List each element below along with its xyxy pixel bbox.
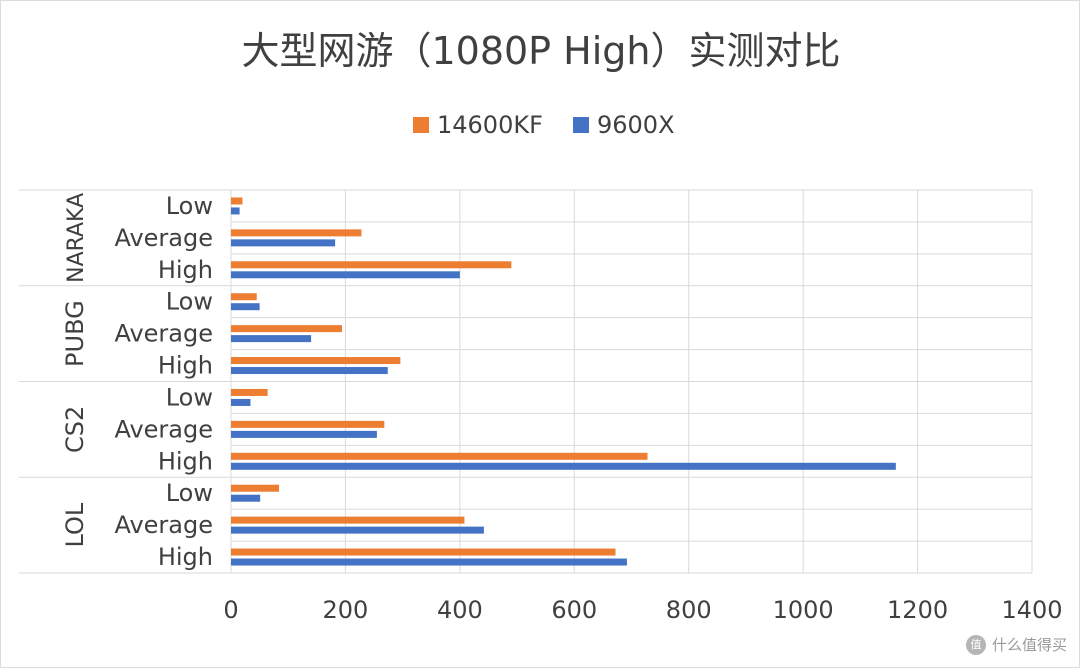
bar-14600KF-NARAKA-Low (231, 197, 243, 205)
x-tick-label: 400 (437, 596, 483, 624)
watermark-text: 什么值得买 (991, 636, 1067, 654)
legend-label-14600KF: 14600KF (437, 111, 543, 139)
bar-14600KF-PUBG-Low (231, 293, 257, 301)
watermark-logo: 值 (965, 634, 986, 655)
bar-14600KF-LOL-High (231, 548, 616, 556)
x-tick-label: 800 (666, 596, 712, 624)
x-tick-label: 0 (223, 596, 238, 624)
bar-14600KF-PUBG-Average (231, 325, 342, 333)
category-label: Low (166, 192, 213, 220)
bar-14600KF-PUBG-High (231, 357, 401, 365)
bar-9600X-NARAKA-High (231, 271, 460, 279)
category-label: High (158, 447, 213, 475)
group-label-LOL: LOL (61, 502, 89, 547)
category-label: Low (166, 288, 213, 316)
legend-marker-9600X (573, 117, 589, 133)
group-label-NARAKA: NARAKA (64, 193, 89, 283)
grid-layer (19, 189, 1033, 574)
x-tick-label: 1200 (887, 596, 948, 624)
category-label: High (158, 543, 213, 571)
bar-layer (231, 197, 896, 566)
bar-9600X-LOL-Average (231, 526, 484, 534)
bar-9600X-LOL-Low (231, 494, 261, 502)
bar-9600X-PUBG-Low (231, 303, 260, 311)
bar-14600KF-LOL-Average (231, 516, 465, 524)
legend-layer: 14600KF 9600X (413, 111, 675, 139)
category-label: High (158, 256, 213, 284)
bar-14600KF-CS2-Average (231, 420, 385, 428)
bar-9600X-CS2-High (231, 462, 896, 470)
bar-9600X-NARAKA-Average (231, 239, 336, 247)
category-label: Average (114, 224, 213, 252)
bar-9600X-PUBG-Average (231, 335, 312, 343)
x-tick-label: 1400 (1001, 596, 1062, 624)
category-label: Average (114, 511, 213, 539)
group-label-PUBG: PUBG (61, 300, 89, 367)
chart-title: 大型网游（1080P High）实测对比 (241, 29, 840, 73)
bar-9600X-CS2-Average (231, 430, 377, 438)
watermark: 值 什么值得买 (965, 634, 1067, 655)
legend-marker-14600KF (413, 117, 429, 133)
category-label: Average (114, 320, 213, 348)
x-tick-label: 200 (323, 596, 369, 624)
x-tick-label: 600 (551, 596, 597, 624)
bar-9600X-NARAKA-Low (231, 207, 240, 215)
group-label-CS2: CS2 (61, 406, 89, 453)
bar-14600KF-CS2-High (231, 452, 648, 460)
category-label: Average (114, 415, 213, 443)
x-tick-label: 1000 (773, 596, 834, 624)
label-layer: 0 200 400 600 800 1000 1200 1400 Low Average High L… (61, 192, 1063, 624)
bar-9600X-CS2-Low (231, 398, 251, 406)
category-label: High (158, 352, 213, 380)
bar-9600X-LOL-High (231, 558, 627, 566)
bar-9600X-PUBG-High (231, 367, 388, 375)
bar-14600KF-NARAKA-High (231, 261, 512, 269)
bar-14600KF-LOL-Low (231, 484, 280, 492)
title-layer: 大型网游（1080P High）实测对比 (241, 29, 840, 73)
legend-label-9600X: 9600X (597, 111, 675, 139)
category-label: Low (166, 479, 213, 507)
bar-14600KF-NARAKA-Average (231, 229, 362, 237)
category-label: Low (166, 383, 213, 411)
bar-14600KF-CS2-Low (231, 388, 268, 396)
